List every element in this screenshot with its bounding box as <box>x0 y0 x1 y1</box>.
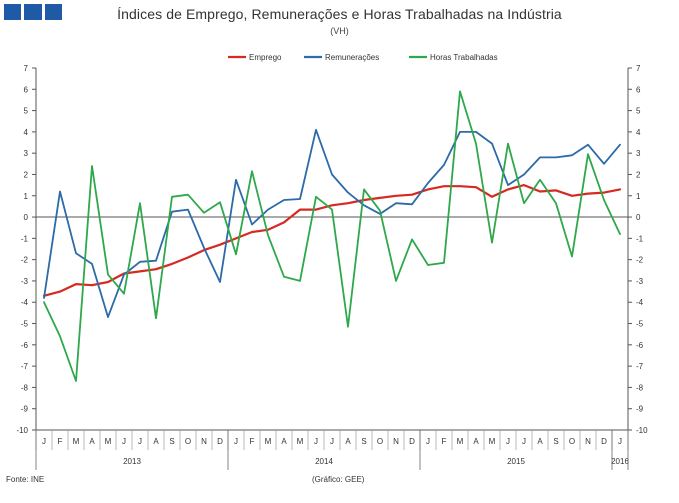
x-tick-label-month: M <box>265 437 272 446</box>
legend-label: Remunerações <box>325 53 379 62</box>
y-tick-label-right: -2 <box>636 256 644 265</box>
x-tick-label-month: M <box>457 437 464 446</box>
x-tick-label-month: J <box>426 437 430 446</box>
chart-title: Índices de Emprego, Remunerações e Horas… <box>117 6 562 22</box>
x-tick-label-month: J <box>618 437 622 446</box>
logo <box>4 4 62 20</box>
x-tick-label-month: M <box>489 437 496 446</box>
y-tick-label-right: -5 <box>636 320 644 329</box>
x-tick-label-month: J <box>506 437 510 446</box>
y-tick-label-right: -10 <box>636 426 648 435</box>
credit-note: (Gráfico: GEE) <box>312 475 365 484</box>
y-tick-label-left: 2 <box>24 170 29 179</box>
y-tick-label-left: -7 <box>21 362 29 371</box>
x-tick-label-year: 2014 <box>315 457 333 466</box>
x-tick-label-month: N <box>393 437 399 446</box>
x-tick-label-month: A <box>89 437 95 446</box>
x-tick-label-month: O <box>185 437 191 446</box>
y-tick-label-left: -6 <box>21 341 29 350</box>
x-tick-label-month: D <box>601 437 607 446</box>
y-tick-label-right: 1 <box>636 192 641 201</box>
x-tick-label-month: F <box>250 437 255 446</box>
x-tick-label-year: 2015 <box>507 457 525 466</box>
y-tick-label-left: 4 <box>24 128 29 137</box>
y-tick-label-left: -2 <box>21 256 29 265</box>
logo-block <box>4 4 22 20</box>
logo-block <box>24 4 42 20</box>
x-tick-label-year: 2013 <box>123 457 141 466</box>
x-tick-label-month: S <box>553 437 558 446</box>
series-line-emprego <box>42 184 622 297</box>
series-line-remuneraes <box>43 128 621 319</box>
y-tick-label-right: 5 <box>636 107 641 116</box>
x-tick-label-month: N <box>201 437 207 446</box>
y-tick-label-right: -7 <box>636 362 644 371</box>
x-tick-label-month: J <box>314 437 318 446</box>
x-tick-label-month: J <box>330 437 334 446</box>
x-tick-label-month: S <box>361 437 366 446</box>
series-line-horastrabalhadas <box>43 90 621 382</box>
source-note: Fonte: INE <box>6 475 45 484</box>
x-tick-label-month: F <box>58 437 63 446</box>
y-tick-label-right: 3 <box>636 149 641 158</box>
y-tick-label-right: -8 <box>636 383 644 392</box>
x-tick-label-month: A <box>153 437 159 446</box>
y-tick-label-right: -4 <box>636 298 644 307</box>
y-tick-label-left: -10 <box>16 426 28 435</box>
x-tick-label-month: M <box>105 437 112 446</box>
y-tick-label-right: 0 <box>636 213 641 222</box>
x-tick-label-month: J <box>234 437 238 446</box>
y-tick-label-right: -1 <box>636 234 644 243</box>
x-tick-label-month: A <box>281 437 287 446</box>
x-tick-label-month: J <box>42 437 46 446</box>
x-tick-label-month: J <box>522 437 526 446</box>
x-tick-label-month: S <box>169 437 174 446</box>
y-tick-label-left: -1 <box>21 234 29 243</box>
y-tick-label-right: 4 <box>636 128 641 137</box>
x-tick-label-month: N <box>585 437 591 446</box>
y-tick-label-left: -5 <box>21 320 29 329</box>
y-tick-label-right: 7 <box>636 64 641 73</box>
y-tick-label-left: 3 <box>24 149 29 158</box>
x-tick-label-month: A <box>537 437 543 446</box>
x-tick-label-month: D <box>409 437 415 446</box>
chart-subtitle: (VH) <box>330 26 349 36</box>
x-tick-label-month: O <box>569 437 575 446</box>
y-tick-label-left: -4 <box>21 298 29 307</box>
x-tick-label-month: M <box>73 437 80 446</box>
y-tick-label-left: 7 <box>24 64 29 73</box>
y-tick-label-right: 6 <box>636 85 641 94</box>
y-tick-label-left: -3 <box>21 277 29 286</box>
logo-block <box>44 4 62 20</box>
x-tick-label-month: D <box>217 437 223 446</box>
legend-label: Horas Trabalhadas <box>430 53 498 62</box>
x-tick-label-month: A <box>345 437 351 446</box>
y-tick-label-left: -9 <box>21 405 29 414</box>
y-tick-label-left: -8 <box>21 383 29 392</box>
y-tick-label-left: 6 <box>24 85 29 94</box>
x-tick-label-month: J <box>122 437 126 446</box>
legend-label: Emprego <box>249 53 282 62</box>
x-tick-label-month: A <box>473 437 479 446</box>
x-tick-label-month: M <box>297 437 304 446</box>
y-tick-label-right: 2 <box>636 170 641 179</box>
x-tick-label-month: J <box>138 437 142 446</box>
y-tick-label-right: -3 <box>636 277 644 286</box>
y-tick-label-left: 0 <box>24 213 29 222</box>
y-tick-label-left: 1 <box>24 192 29 201</box>
y-tick-label-right: -6 <box>636 341 644 350</box>
y-tick-label-right: -9 <box>636 405 644 414</box>
x-tick-label-month: F <box>442 437 447 446</box>
x-tick-label-year: 2016 <box>611 457 629 466</box>
y-tick-label-left: 5 <box>24 107 29 116</box>
x-tick-label-month: O <box>377 437 383 446</box>
